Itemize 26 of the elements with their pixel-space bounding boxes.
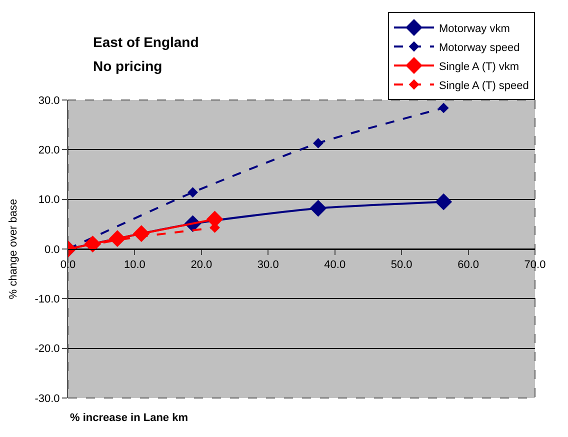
legend-label: Motorway speed: [439, 42, 520, 54]
y-tick-label: 20.0: [38, 144, 60, 157]
x-tick-label: 10.0: [124, 259, 146, 272]
y-tick-label: -10.0: [34, 294, 60, 306]
x-axis-title: % increase in Lane km: [70, 412, 188, 424]
point: [435, 193, 452, 210]
x-tick-label: 40.0: [324, 259, 346, 272]
legend-label: Single A (T) speed: [439, 80, 529, 92]
x-tick-label: 20.0: [190, 259, 212, 272]
chart-title: East of England: [93, 34, 199, 50]
y-tick-label: 0.0: [44, 244, 60, 256]
point: [438, 102, 449, 114]
chart-subtitle: No pricing: [93, 58, 162, 74]
y-axis-title: % change over base: [7, 198, 20, 300]
legend-label: Single A (T) vkm: [439, 60, 520, 73]
y-tick-label: 30.0: [38, 94, 60, 107]
x-tick-label: 50.0: [390, 259, 412, 272]
x-tick-label: 30.0: [257, 259, 279, 272]
point: [310, 200, 327, 217]
y-tick-label: -30.0: [34, 392, 60, 405]
legend-label: Motorway vkm: [439, 22, 510, 35]
y-tick-label: -20.0: [34, 343, 60, 356]
x-tick-label: 60.0: [458, 259, 479, 272]
point: [188, 187, 198, 198]
point: [312, 138, 324, 148]
y-tick-label: 10.0: [38, 194, 60, 206]
